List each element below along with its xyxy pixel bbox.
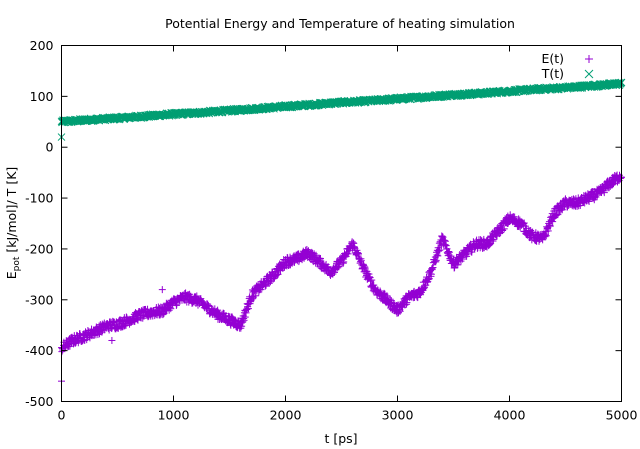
x-tick-label: 3000 (382, 408, 414, 423)
y-tick-label: 100 (30, 89, 54, 104)
legend-label-t: T(t) (541, 66, 564, 81)
legend-label-e: E(t) (541, 51, 564, 66)
data-points (57, 78, 626, 385)
legend-cross-icon (584, 69, 594, 79)
y-axis-label-subscript: pot (12, 256, 22, 271)
x-tick-label: 2000 (270, 408, 302, 423)
x-axis-label: t [ps] (324, 431, 357, 446)
legend: E(t) T(t) (541, 51, 594, 81)
y-tick-label: -100 (25, 191, 53, 206)
x-tick-label: 0 (58, 408, 66, 423)
y-tick-label: -500 (25, 394, 53, 409)
energy-data-point (158, 286, 166, 294)
y-axis-label-suffix: [kJ/mol]/ T [K] (4, 167, 19, 257)
y-tick-label: -300 (25, 292, 53, 307)
y-tick-label: -200 (25, 241, 53, 256)
y-tick-label: 0 (46, 140, 54, 155)
energy-data-point (108, 336, 116, 344)
y-tick-label: 200 (30, 38, 54, 53)
legend-marker-cross (584, 69, 594, 79)
legend-plus-icon (585, 55, 593, 63)
legend-marker-plus (585, 55, 593, 63)
y-axis-label: Epot [kJ/mol]/ T [K] (4, 167, 22, 280)
chart-title: Potential Energy and Temperature of heat… (165, 16, 515, 31)
x-tick-label: 1000 (158, 408, 190, 423)
y-axis-label-prefix: E (4, 271, 19, 279)
x-tick-label: 4000 (494, 408, 526, 423)
x-tick-label: 5000 (606, 408, 638, 423)
y-tick-label: -400 (25, 343, 53, 358)
